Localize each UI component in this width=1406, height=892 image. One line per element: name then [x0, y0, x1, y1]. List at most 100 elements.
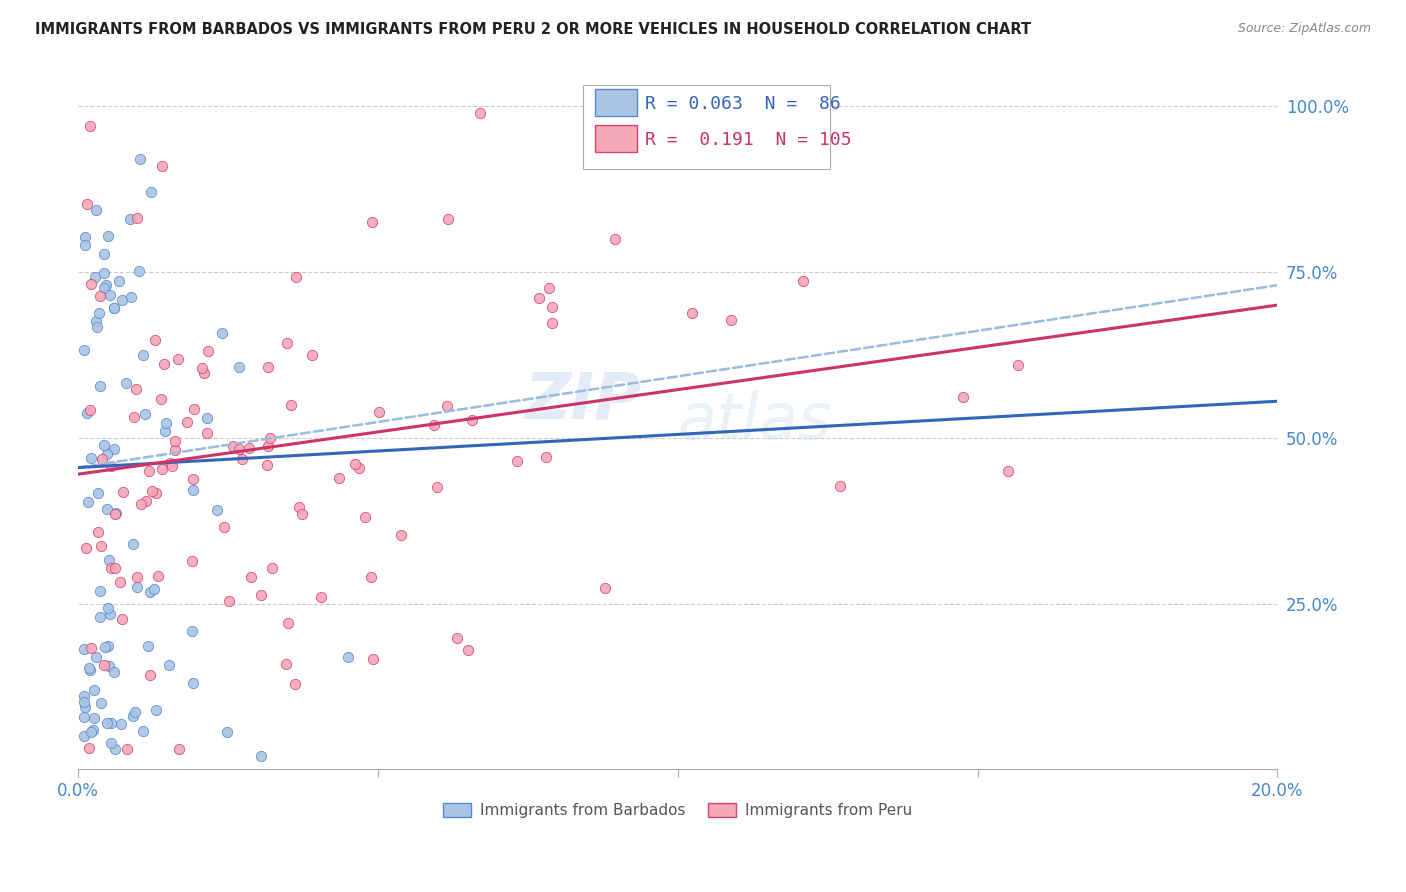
Point: [259, 431, 281, 445]
Point: [146, 569, 169, 583]
Point: [134, 407, 156, 421]
Point: [336, 649, 359, 664]
Point: [108, 574, 131, 589]
Point: [96, 716, 118, 731]
Point: [360, 569, 382, 583]
Point: [167, 352, 190, 367]
Point: [132, 723, 155, 738]
Point: [135, 494, 157, 508]
Point: [104, 507, 127, 521]
Point: [231, 451, 253, 466]
Point: [145, 486, 167, 500]
Point: [506, 454, 529, 468]
Point: [86, 319, 108, 334]
Point: [180, 554, 202, 568]
Point: [103, 301, 125, 315]
Point: [249, 588, 271, 602]
Point: [155, 416, 177, 430]
Point: [541, 300, 564, 314]
Point: [347, 461, 370, 475]
Point: [792, 274, 814, 288]
Point: [111, 611, 134, 625]
Point: [389, 528, 412, 542]
Point: [256, 458, 278, 472]
Point: [73, 690, 96, 704]
Point: [79, 402, 101, 417]
Point: [143, 333, 166, 347]
Point: [100, 560, 122, 574]
Point: [84, 314, 107, 328]
Point: [115, 742, 138, 756]
Point: [139, 668, 162, 682]
Point: [100, 458, 122, 473]
Point: [218, 594, 240, 608]
Point: [138, 639, 160, 653]
Point: [76, 406, 98, 420]
Point: [76, 196, 98, 211]
Point: [150, 392, 173, 406]
Point: [280, 398, 302, 412]
Point: [141, 484, 163, 499]
Point: [529, 291, 551, 305]
Point: [80, 277, 103, 292]
Point: [257, 439, 280, 453]
Point: [193, 366, 215, 380]
Point: [89, 610, 111, 624]
Point: [538, 281, 561, 295]
Point: [132, 347, 155, 361]
Point: [284, 677, 307, 691]
Point: [228, 359, 250, 374]
Text: IMMIGRANTS FROM BARBADOS VS IMMIGRANTS FROM PERU 2 OR MORE VEHICLES IN HOUSEHOLD: IMMIGRANTS FROM BARBADOS VS IMMIGRANTS F…: [35, 22, 1031, 37]
Point: [343, 457, 366, 471]
Point: [605, 232, 627, 246]
Point: [96, 502, 118, 516]
Point: [108, 275, 131, 289]
Point: [353, 509, 375, 524]
Point: [143, 582, 166, 596]
Point: [73, 710, 96, 724]
Point: [468, 105, 491, 120]
Point: [127, 211, 149, 226]
Point: [153, 357, 176, 371]
Point: [84, 649, 107, 664]
Point: [127, 570, 149, 584]
Point: [79, 119, 101, 133]
Point: [240, 570, 263, 584]
Point: [97, 553, 120, 567]
Point: [228, 442, 250, 457]
Point: [111, 485, 134, 500]
Point: [211, 326, 233, 340]
Point: [446, 631, 468, 645]
Point: [181, 483, 204, 498]
Point: [541, 316, 564, 330]
Point: [183, 676, 205, 690]
Point: [681, 305, 703, 319]
Point: [87, 524, 110, 539]
Point: [276, 657, 298, 672]
Point: [96, 446, 118, 460]
Point: [828, 478, 851, 492]
Point: [197, 343, 219, 358]
Point: [111, 293, 134, 308]
Point: [110, 716, 132, 731]
Point: [361, 215, 384, 229]
Point: [75, 541, 97, 555]
Point: [122, 410, 145, 425]
Point: [138, 585, 160, 599]
Point: [129, 497, 152, 511]
Point: [250, 749, 273, 764]
Point: [103, 442, 125, 456]
Point: [120, 290, 142, 304]
Point: [457, 643, 479, 657]
Point: [461, 413, 484, 427]
Point: [1007, 358, 1029, 372]
Point: [128, 264, 150, 278]
Point: [84, 202, 107, 217]
Text: R =  0.191  N = 105: R = 0.191 N = 105: [645, 131, 852, 149]
Point: [217, 724, 239, 739]
Point: [262, 560, 284, 574]
Point: [328, 470, 350, 484]
Point: [221, 439, 243, 453]
Point: [124, 706, 146, 720]
Point: [83, 682, 105, 697]
